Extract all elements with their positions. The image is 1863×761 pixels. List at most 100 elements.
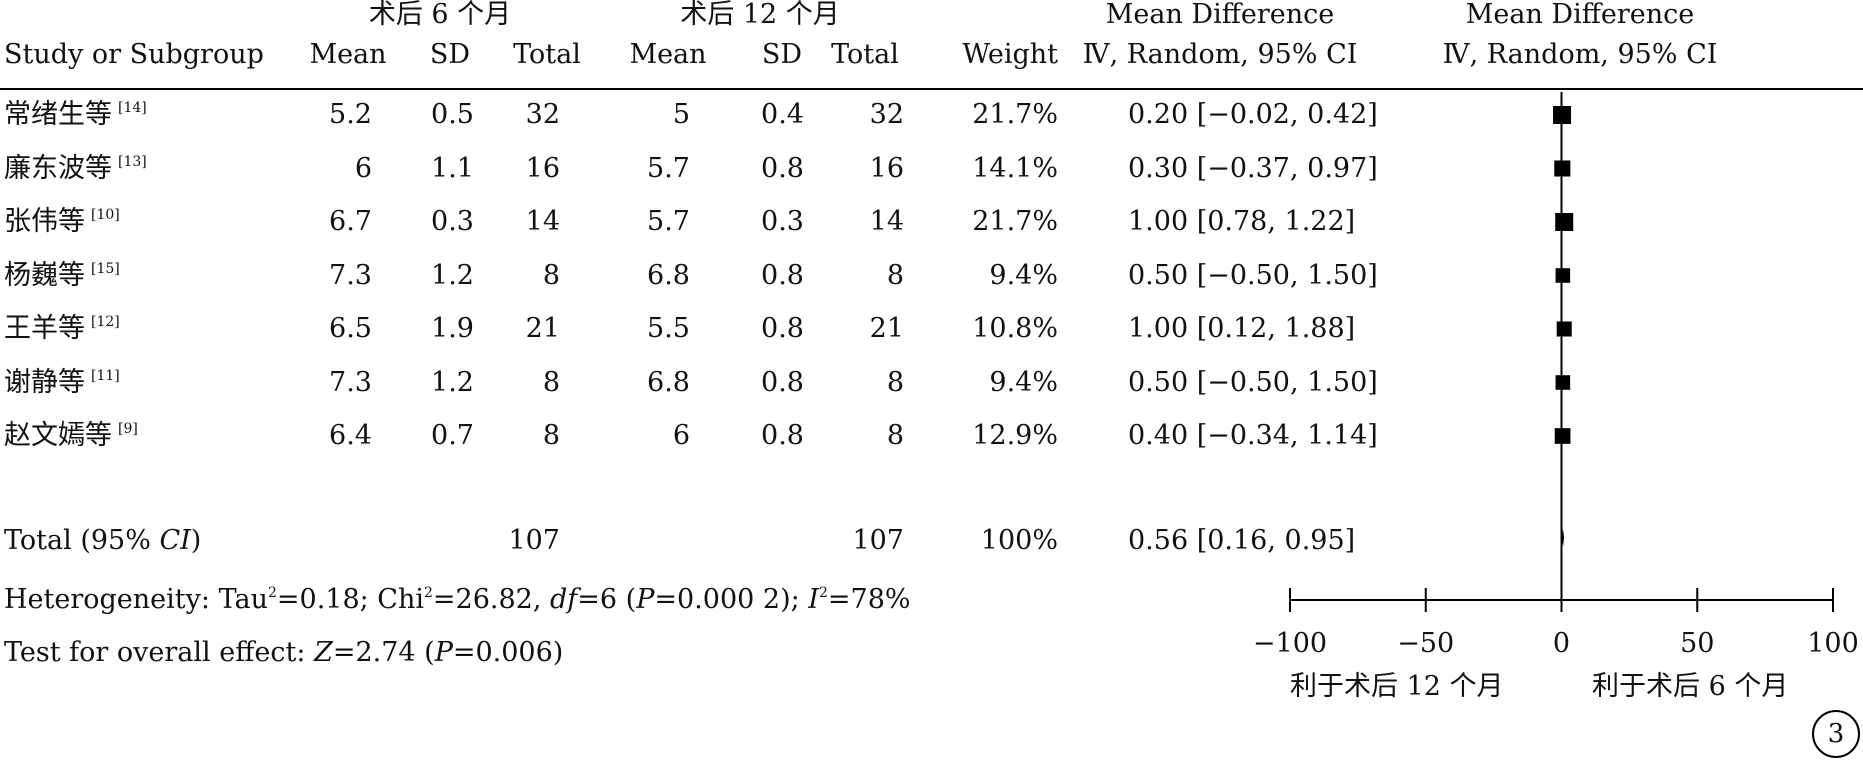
total2-column-header: Total	[831, 39, 899, 70]
cell-sd1: 0.3	[431, 206, 474, 237]
md-column-header: Mean Difference	[1105, 0, 1335, 30]
cell-weight: 21.7%	[972, 206, 1058, 237]
cell-sd1: 1.2	[431, 260, 474, 291]
cell-total2: 21	[869, 313, 904, 344]
cell-weight: 14.1%	[972, 153, 1058, 184]
het-i: I	[808, 584, 819, 615]
cell-total1: 8	[542, 260, 560, 291]
cell-mean2: 5.7	[647, 206, 690, 237]
het-df: df	[550, 584, 578, 615]
het-mid2: =26.82,	[432, 584, 551, 615]
total-label-suffix: )	[190, 525, 202, 556]
cell-total2: 16	[869, 153, 904, 184]
study-reference: [12]	[91, 314, 120, 330]
cell-mean1: 6	[354, 153, 372, 184]
weight-column-header: Weight	[962, 39, 1058, 70]
overall-effect-text: Test for overall effect: Z=2.74 (P=0.006…	[4, 638, 563, 668]
cell-total2: 8	[886, 260, 904, 291]
cell-mean2: 5.5	[647, 313, 690, 344]
overall-end: =0.006)	[452, 637, 564, 668]
cell-weight: 10.8%	[972, 313, 1058, 344]
cell-sd1: 1.2	[431, 367, 474, 398]
study-reference: [13]	[118, 154, 147, 170]
study-effect-square	[1554, 160, 1571, 177]
study-effect-square	[1554, 428, 1571, 444]
study-name-text: 王羊等	[4, 313, 85, 344]
het-p: P	[636, 584, 655, 615]
cell-total1: 32	[525, 99, 560, 130]
x-axis-tick-label: 50	[1680, 628, 1714, 659]
study-effect-square	[1556, 321, 1572, 337]
cell-total2: 8	[886, 420, 904, 451]
cell-mean1: 7.3	[329, 260, 372, 291]
total-label-prefix: Total (95%	[4, 525, 160, 556]
total-row-weight: 100%	[980, 525, 1058, 556]
cell-weight: 9.4%	[989, 260, 1058, 291]
control-group-header: 术后 12 个月	[680, 0, 840, 30]
mean1-column-header: Mean	[309, 39, 387, 70]
cell-total1: 14	[525, 206, 560, 237]
cell-total1: 21	[525, 313, 560, 344]
plot-ci-header-text: Ⅳ, Random, 95% CI	[1442, 39, 1718, 70]
het-end: =78%	[827, 584, 911, 615]
study-name: 赵文嫣等 [9]	[4, 421, 138, 451]
panel-label-circle: 3	[1812, 710, 1860, 758]
x-axis-tick-label: −50	[1397, 628, 1454, 659]
favours-left-label: 利于术后 12 个月	[1290, 671, 1504, 702]
study-effect-square	[1555, 375, 1571, 390]
study-name-text: 赵文嫣等	[4, 420, 112, 451]
cell-ci: 0.50 [−0.50, 1.50]	[1128, 367, 1378, 398]
cell-weight: 9.4%	[989, 367, 1058, 398]
experimental-group-header: 术后 6 个月	[368, 0, 512, 30]
cell-sd2: 0.3	[761, 206, 804, 237]
cell-mean1: 7.3	[329, 367, 372, 398]
cell-sd2: 0.8	[761, 153, 804, 184]
total-row-ci: 0.56 [0.16, 0.95]	[1128, 525, 1356, 556]
cell-mean2: 5	[672, 99, 690, 130]
mean2-column-header: Mean	[629, 39, 707, 70]
cell-weight: 21.7%	[972, 99, 1058, 130]
md-ci-column-header: Ⅳ, Random, 95% CI	[1070, 40, 1370, 70]
het-mid3: =6 (	[577, 584, 637, 615]
favours-right-label: 利于术后 6 个月	[1592, 671, 1789, 702]
study-reference: [15]	[91, 261, 120, 277]
total-row-total2: 107	[852, 525, 904, 556]
cell-sd2: 0.8	[761, 420, 804, 451]
cell-sd1: 1.9	[431, 313, 474, 344]
cell-mean2: 6.8	[647, 260, 690, 291]
md-ci-header-text: Ⅳ, Random, 95% CI	[1082, 39, 1358, 70]
sd1-column-header: SD	[429, 39, 471, 70]
overall-z: Z	[314, 637, 333, 668]
study-name: 廉东波等 [13]	[4, 154, 147, 184]
study-effect-square	[1555, 268, 1571, 283]
total-row-label: Total (95% CI)	[4, 526, 201, 556]
cell-sd1: 0.5	[431, 99, 474, 130]
study-name-text: 常绪生等	[4, 99, 112, 130]
cell-sd1: 0.7	[431, 420, 474, 451]
cell-ci: 1.00 [0.78, 1.22]	[1128, 206, 1356, 237]
cell-sd2: 0.4	[761, 99, 804, 130]
study-name: 谢静等 [11]	[4, 368, 120, 398]
cell-sd2: 0.8	[761, 367, 804, 398]
overall-p: P	[434, 637, 453, 668]
study-name: 张伟等 [10]	[4, 207, 120, 237]
header-rule	[0, 88, 1863, 90]
cell-mean1: 6.5	[329, 313, 372, 344]
cell-sd2: 0.8	[761, 260, 804, 291]
sd2-column-header: SD	[761, 39, 803, 70]
x-axis-tick-label: 100	[1807, 628, 1859, 659]
total1-column-header: Total	[513, 39, 581, 70]
cell-total1: 16	[525, 153, 560, 184]
study-name: 王羊等 [12]	[4, 314, 120, 344]
cell-weight: 12.9%	[972, 420, 1058, 451]
cell-ci: 0.50 [−0.50, 1.50]	[1128, 260, 1378, 291]
plot-ci-column-header: Ⅳ, Random, 95% CI	[1430, 40, 1730, 70]
study-reference: [11]	[91, 368, 120, 384]
het-i-exp: 2	[818, 585, 828, 601]
cell-mean2: 6	[672, 420, 690, 451]
cell-ci: 0.20 [−0.02, 0.42]	[1128, 99, 1378, 130]
het-prefix: Heterogeneity: Tau	[4, 584, 268, 615]
x-axis-tick-label: −100	[1253, 628, 1327, 659]
cell-total1: 8	[542, 367, 560, 398]
